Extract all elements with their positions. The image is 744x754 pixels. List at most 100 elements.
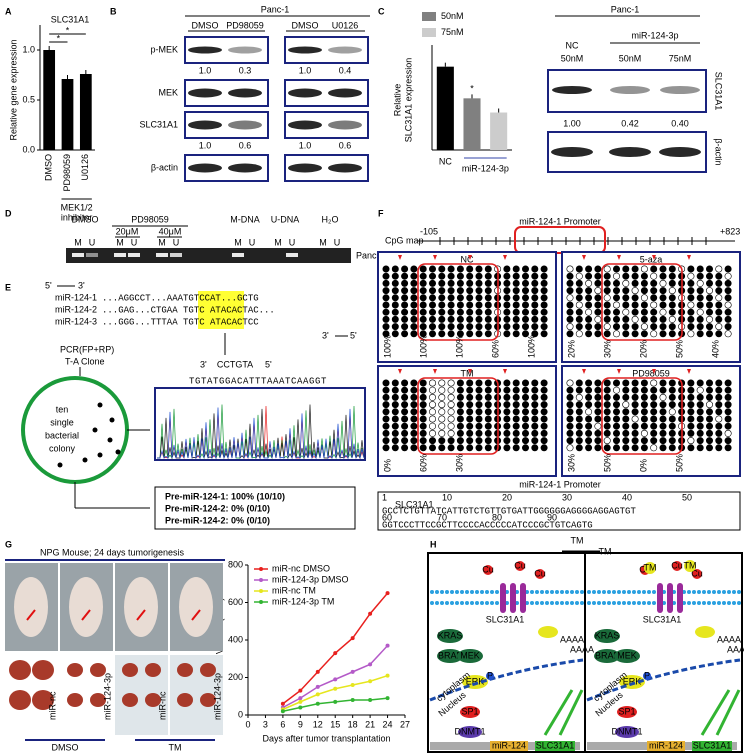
ion	[692, 569, 702, 579]
cpg-dot	[466, 330, 474, 338]
cpg-dot	[484, 408, 492, 416]
cpg-dot	[687, 422, 695, 430]
cpg-dot	[687, 393, 695, 401]
lipid	[550, 590, 554, 594]
lipid	[455, 590, 459, 594]
cpg-dot	[531, 301, 539, 309]
cpg-dot	[566, 330, 574, 338]
point	[368, 611, 373, 616]
lipid	[722, 590, 726, 594]
lipid	[727, 590, 731, 594]
cpg-dot	[521, 429, 529, 437]
band	[328, 88, 362, 98]
point	[385, 643, 390, 648]
cpg-dot	[687, 408, 695, 416]
cpg-dot	[575, 265, 583, 273]
cpg-dot	[594, 386, 602, 394]
lipid	[485, 601, 489, 605]
arrow	[81, 609, 91, 621]
lipid	[607, 590, 611, 594]
drug: TM	[644, 562, 657, 572]
y-tick-label: 0.0	[22, 144, 35, 154]
cpg-dot	[503, 379, 511, 387]
cpg-dot	[382, 415, 390, 423]
cpg-dot	[521, 393, 529, 401]
cpg-dot	[503, 401, 511, 409]
lipid	[575, 601, 579, 605]
cpg-dot	[603, 393, 611, 401]
cpg-dot	[484, 315, 492, 323]
kinase: ERK	[466, 676, 485, 686]
cpg-dot	[603, 308, 611, 316]
cpg-dot	[724, 386, 732, 394]
cpg-dot	[622, 272, 630, 280]
cpg-dot	[612, 272, 620, 280]
cpg-dot	[705, 330, 713, 338]
cpg-dot	[475, 444, 483, 452]
cpg-dot	[447, 279, 455, 287]
percent: 50%	[602, 454, 612, 472]
cpg-dot	[575, 429, 583, 437]
cpg-dot	[438, 386, 446, 394]
cpg-dot	[428, 429, 436, 437]
cpg-dot	[696, 279, 704, 287]
cpg-dot	[566, 422, 574, 430]
title: NPG Mouse; 24 days tumorigenesis	[40, 547, 185, 557]
cpg-dot	[484, 279, 492, 287]
cpg-dot	[503, 301, 511, 309]
cpg-dot	[419, 330, 427, 338]
cpg-dot	[687, 315, 695, 323]
ion: Cu	[534, 568, 546, 578]
marker	[433, 255, 437, 260]
cpg-dot	[696, 301, 704, 309]
sequence: GGTCCCTTCCGCTTCCCCACCCCCATCCCGCTGTCAGTG	[382, 520, 593, 530]
cpg-dot	[603, 272, 611, 280]
cpg-dot	[466, 415, 474, 423]
cpg-dot	[540, 437, 548, 445]
cpg-dot	[512, 437, 520, 445]
group-label: miR-124-3p	[462, 163, 509, 173]
cpg-dot	[705, 386, 713, 394]
cpg-dot	[428, 408, 436, 416]
cpg-dot	[475, 401, 483, 409]
point	[368, 662, 373, 667]
tf	[617, 706, 637, 718]
point	[315, 684, 320, 689]
cpg-dot	[650, 265, 658, 273]
cpg-dot	[696, 444, 704, 452]
cpg-dot	[456, 315, 464, 323]
band	[228, 120, 262, 130]
cpg-dot	[724, 408, 732, 416]
band	[188, 46, 222, 54]
cpg-dot	[668, 287, 676, 295]
cpg-dot	[612, 393, 620, 401]
mouse	[179, 577, 213, 637]
cpg-dot	[531, 422, 539, 430]
cpg-dot	[687, 294, 695, 302]
cpg-dot	[650, 437, 658, 445]
row-label: SLC31A1	[139, 119, 178, 129]
kinase: KRAS	[438, 630, 463, 640]
sequence-box	[377, 491, 741, 531]
cpg-dot	[540, 265, 548, 273]
cpg-dot	[585, 279, 593, 287]
lane-label: U	[173, 237, 180, 247]
panel-letter: F	[378, 208, 384, 218]
cpg-dot	[438, 393, 446, 401]
cpg-dot	[456, 308, 464, 316]
cpg-dot	[705, 272, 713, 280]
lane-label: PD98059	[226, 20, 264, 30]
cpg-dot	[650, 294, 658, 302]
cpg-dot	[715, 444, 723, 452]
tf	[460, 706, 480, 718]
cpg-dot	[456, 401, 464, 409]
cpg-dot	[575, 272, 583, 280]
cpg-dot	[687, 444, 695, 452]
cpg-dot	[668, 408, 676, 416]
cpg-dot	[531, 287, 539, 295]
cpg-dot	[650, 315, 658, 323]
lipid	[727, 601, 731, 605]
dose: 40μM	[159, 226, 182, 236]
cpg-dot	[521, 265, 529, 273]
kinase: KRAS	[595, 630, 620, 640]
